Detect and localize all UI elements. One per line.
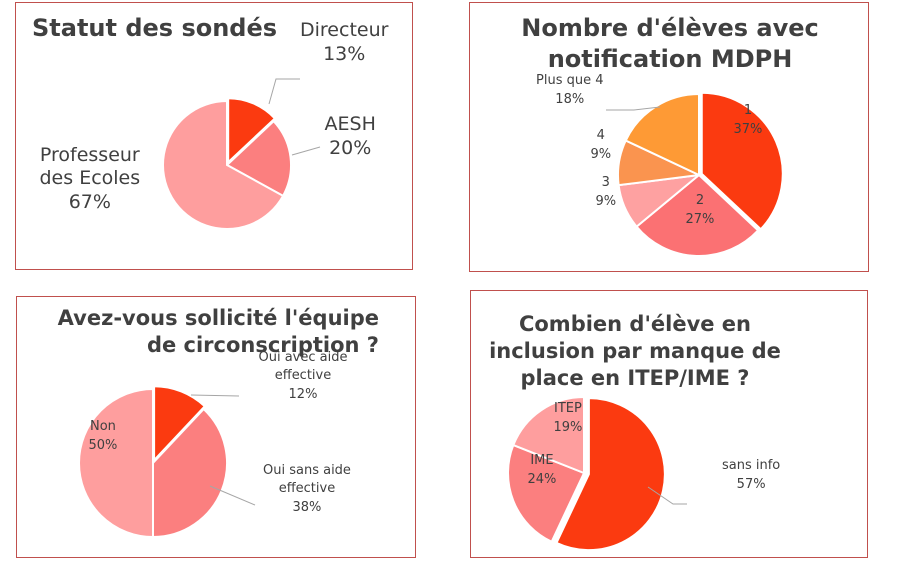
data-label: Oui avec aide effective 12% — [258, 349, 348, 403]
leader-line — [606, 106, 661, 111]
data-label: sans info 57% — [722, 458, 781, 492]
chart-panel-statut: Statut des sondés Directeur 13% AESH 20% Pro… — [15, 2, 413, 270]
leader-line — [190, 394, 240, 397]
pie-slice-directeur — [227, 97, 277, 165]
pie-slice-non — [78, 387, 154, 539]
data-label: 1 37% — [733, 103, 763, 137]
data-label: Non 50% — [88, 419, 118, 453]
chart-title: Avez-vous sollicité l'équipe de circonsc… — [57, 306, 379, 357]
data-label: Plus que 4 18% — [536, 73, 604, 107]
data-label: 3 9% — [595, 175, 617, 209]
chart-panel-inclusion: Combien d'élève en inclusion par manque … — [470, 290, 868, 558]
pie-slice-professeur-des-ecoles — [162, 99, 285, 230]
chart-title: Nombre d'élèves avec notification MDPH — [521, 14, 819, 73]
data-label: Professeur des Ecoles 67% — [39, 143, 141, 214]
leader-line — [647, 486, 687, 505]
data-label: ITEP 19% — [553, 401, 583, 435]
pie-chart-statut — [162, 78, 321, 230]
data-label: Directeur 13% — [300, 19, 389, 65]
data-label: Oui sans aide effective 38% — [263, 462, 351, 516]
chart-title: Combien d'élève en inclusion par manque … — [489, 312, 781, 390]
data-label: IME 24% — [527, 453, 557, 487]
data-label: 4 9% — [590, 128, 612, 162]
pie-slice-plus-que-4 — [624, 92, 700, 177]
chart-panel-circonscription: Avez-vous sollicité l'équipe de circonsc… — [16, 296, 416, 558]
chart-panel-mdph: Nombre d'élèves avec notification MDPH 1… — [469, 2, 869, 272]
pie-slice-oui-avec-aide-effective — [153, 385, 207, 463]
pie-chart-circonscription — [78, 385, 256, 539]
leader-line — [291, 146, 321, 156]
pie-slice-2 — [635, 173, 760, 257]
pie-chart-inclusion — [507, 395, 687, 552]
pie-slice-aesh — [225, 119, 292, 198]
pie-slice-1 — [700, 91, 784, 231]
data-label: 2 27% — [685, 193, 715, 227]
pie-chart-mdph — [606, 91, 784, 257]
leader-line — [268, 78, 300, 105]
data-label: AESH 20% — [324, 113, 376, 159]
pie-slice-sans-info — [555, 397, 666, 552]
pie-slice-itep — [512, 395, 585, 475]
pie-slice-ime — [507, 443, 586, 544]
pie-slice-oui-sans-aide-effective — [152, 407, 228, 539]
chart-title: Statut des sondés — [32, 14, 278, 42]
leader-line — [209, 485, 256, 506]
